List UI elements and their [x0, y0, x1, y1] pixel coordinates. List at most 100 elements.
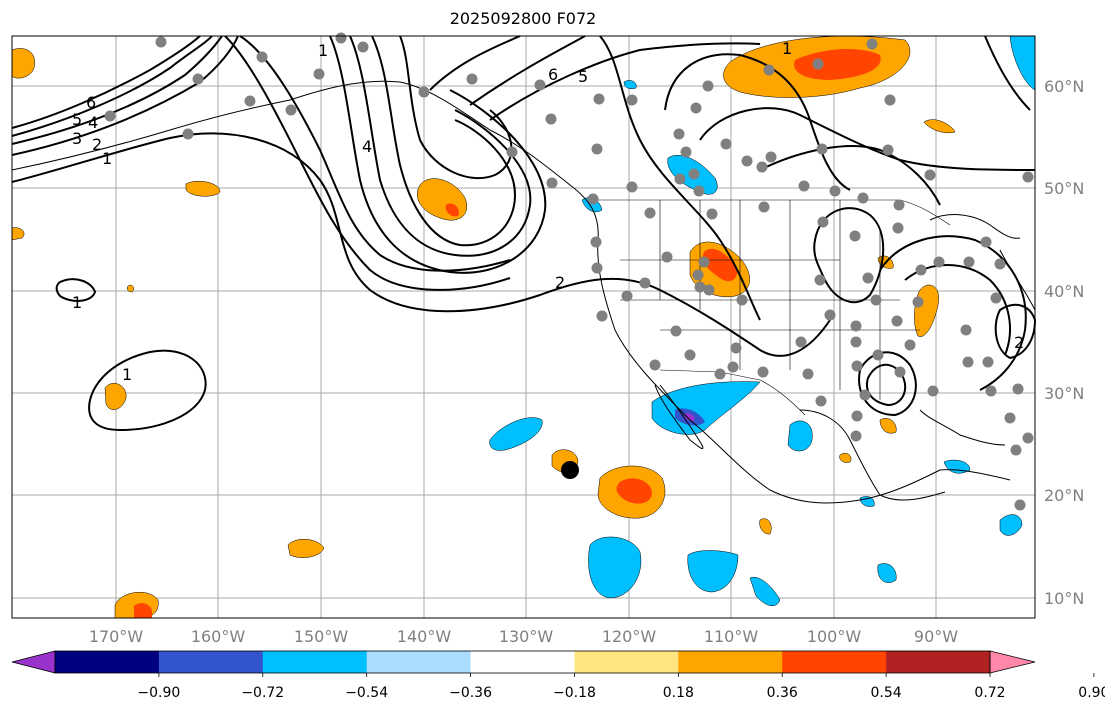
- negative-anomaly: [687, 550, 739, 593]
- negative-anomaly: [787, 420, 813, 452]
- colorbar-tick-labels: −0.90 −0.72 −0.54 −0.36 −0.18 0.18 0.36 0.54 0.7…: [137, 673, 1105, 701]
- negative-anomaly: [651, 381, 761, 435]
- colorbar-frame: [54, 650, 991, 674]
- station-marker: [872, 349, 884, 361]
- station-marker: [730, 342, 742, 354]
- contour-label: 5: [578, 67, 588, 86]
- station-marker: [850, 320, 862, 332]
- longitude-label: 120°W: [602, 627, 657, 646]
- station-marker: [596, 310, 608, 322]
- station-marker: [915, 264, 927, 276]
- contour-line: [904, 264, 1011, 356]
- station-marker: [851, 360, 863, 372]
- positive-anomaly: [839, 452, 852, 463]
- station-marker: [758, 201, 770, 213]
- station-marker: [849, 230, 861, 242]
- station-marker: [904, 339, 916, 351]
- station-marker: [680, 146, 692, 158]
- contour-line: [11, 35, 223, 145]
- positive-anomaly: [11, 227, 25, 241]
- colorbar-segment: [262, 651, 368, 673]
- negative-anomaly: [749, 576, 781, 607]
- coastline-baja: [654, 384, 704, 450]
- contour-line: [489, 42, 761, 121]
- contour-line: [224, 35, 511, 291]
- station-marker: [850, 336, 862, 348]
- contour-line: [329, 35, 547, 274]
- map-frame: [11, 35, 1036, 619]
- station-marker: [741, 155, 753, 167]
- contour-line: [349, 35, 532, 257]
- latitude-labels: 60°N 50°N 40°N 30°N 20°N 10°N: [1044, 77, 1084, 608]
- contour-line: [399, 35, 513, 180]
- contour-line: [599, 35, 761, 321]
- station-marker: [824, 309, 836, 321]
- station-marker: [706, 208, 718, 220]
- contour-line: [879, 235, 1027, 391]
- station-marker: [757, 366, 769, 378]
- station-marker: [816, 143, 828, 155]
- station-marker: [763, 64, 775, 76]
- station-marker: [812, 58, 824, 70]
- contour-label: 1: [122, 365, 132, 384]
- longitude-label: 110°W: [704, 627, 759, 646]
- station-marker: [688, 168, 700, 180]
- station-marker: [644, 207, 656, 219]
- contour-line: [866, 363, 907, 407]
- colorbar-tick-label: 0.36: [767, 685, 798, 701]
- border-us-mexico: [659, 369, 806, 416]
- station-marker: [690, 102, 702, 114]
- station-marker: [795, 336, 807, 348]
- station-marker: [720, 138, 732, 150]
- contour-line: [429, 35, 521, 91]
- station-marker: [621, 290, 633, 302]
- contour-line: [813, 207, 885, 304]
- colorbar-tick-label: 0.54: [871, 685, 902, 701]
- station-marker: [357, 41, 369, 53]
- station-marker: [545, 113, 557, 125]
- contour-label: 4: [362, 137, 372, 156]
- station-marker: [962, 356, 974, 368]
- map-title: 2025092800 F072: [449, 9, 597, 28]
- shaded-regions: [11, 35, 1036, 619]
- longitude-label: 160°W: [191, 627, 246, 646]
- colorbar-tick-label: 0.72: [974, 685, 1005, 701]
- station-marker: [182, 128, 194, 140]
- station-markers: [104, 32, 1034, 511]
- contour-label: 6: [548, 65, 558, 84]
- colorbar-segment: [55, 651, 160, 673]
- station-marker: [590, 236, 602, 248]
- station-marker: [884, 94, 896, 106]
- contour-label: 1: [72, 293, 82, 312]
- positive-anomaly: [104, 383, 127, 410]
- contour-label: 1: [102, 149, 112, 168]
- positive-anomaly: [185, 181, 221, 197]
- station-marker: [684, 349, 696, 361]
- station-marker: [891, 315, 903, 327]
- coastline-gulf: [799, 409, 946, 501]
- contour-label: 1: [782, 39, 792, 58]
- colorbar-segment: [470, 651, 575, 673]
- station-marker: [256, 51, 268, 63]
- station-marker: [829, 185, 841, 197]
- colorbar-segment: [158, 651, 264, 673]
- station-marker: [1022, 171, 1034, 183]
- station-marker: [673, 128, 685, 140]
- contour-line: [11, 35, 213, 137]
- positive-anomaly: [759, 518, 772, 535]
- station-marker: [1014, 499, 1026, 511]
- station-marker: [670, 325, 682, 337]
- contour-line: [858, 351, 917, 417]
- station-marker: [649, 359, 661, 371]
- contours: [11, 35, 1037, 432]
- contour-label: 4: [88, 113, 98, 132]
- positive-anomaly: [126, 284, 134, 293]
- colorbar-tick-label: 0.18: [663, 685, 694, 701]
- station-marker: [626, 94, 638, 106]
- state-lines: [620, 200, 920, 400]
- longitude-label: 150°W: [294, 627, 349, 646]
- station-marker: [756, 161, 768, 173]
- station-marker: [591, 262, 603, 274]
- station-marker: [765, 151, 777, 163]
